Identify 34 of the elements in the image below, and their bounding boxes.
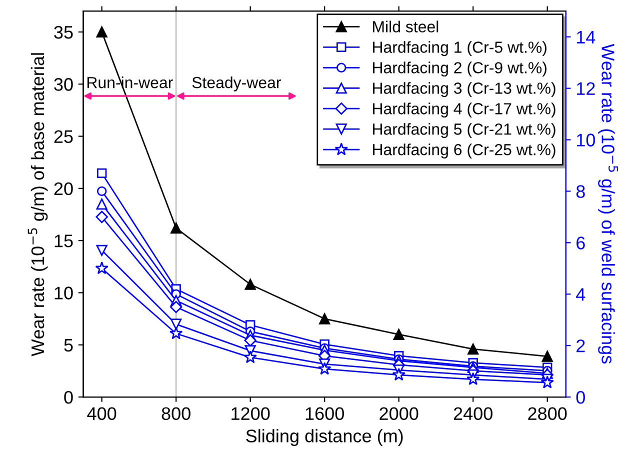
- legend-label: Mild steel: [373, 20, 438, 32]
- x-tick-label: 800: [162, 407, 190, 420]
- y2-tick-label: 8: [576, 185, 585, 198]
- x-tick-label: 2400: [454, 407, 492, 420]
- y-tick-label: 5: [64, 338, 73, 352]
- legend-label: Hardfacing 6 (Cr-25 wt.%): [373, 144, 556, 158]
- legend-label: Hardfacing 2 (Cr-9 wt.%): [373, 62, 546, 77]
- y2-tick-label: 0: [576, 390, 585, 404]
- x-tick-label: 2000: [380, 407, 418, 420]
- y2-tick-label: 4: [576, 288, 586, 301]
- legend-label: Hardfacing 3 (Cr-13 wt.%): [373, 82, 556, 98]
- x-tick-label: 2800: [528, 407, 567, 420]
- y-tick-label: 30: [54, 78, 73, 91]
- x-axis-title: Sliding distance (m): [246, 429, 403, 446]
- annotation: Steady-wear: [192, 76, 281, 92]
- x-tick-label: 400: [87, 407, 116, 420]
- y-tick-label: 15: [54, 234, 73, 248]
- y-axis-title: Wear rate (10$^{−5}$ g/m) of base material: [28, 53, 48, 356]
- y2-tick-label: 14: [577, 30, 596, 44]
- x-tick-label: 1600: [306, 407, 344, 420]
- y2-tick-label: 10: [577, 134, 596, 146]
- legend-label: Hardfacing 4 (Cr-17 wt.%): [373, 102, 556, 118]
- y-tick-label: 35: [54, 26, 73, 39]
- y2-tick-label: 12: [577, 82, 595, 95]
- y2-tick-label: 2: [576, 340, 585, 352]
- legend-label: Hardfacing 5 (Cr-21 wt.%): [373, 123, 556, 138]
- y2-axis-title: Wear rate (10$^{−5}$ g/m) of weld surfacings: [598, 44, 618, 364]
- y-tick-label: 25: [54, 130, 73, 143]
- x-tick-label: 1200: [232, 407, 270, 420]
- y-tick-label: 20: [54, 182, 73, 196]
- legend-label: Hardfacing 1 (Cr-5 wt.%): [373, 41, 546, 56]
- y2-tick-label: 6: [576, 236, 585, 250]
- y-tick-label: 0: [64, 390, 73, 404]
- y-tick-label: 10: [54, 286, 73, 300]
